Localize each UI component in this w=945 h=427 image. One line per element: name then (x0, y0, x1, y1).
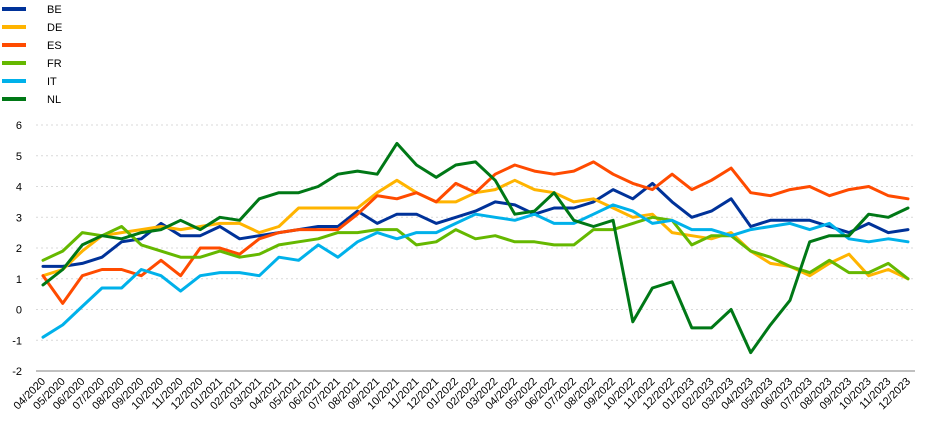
y-tick-label: -1 (12, 335, 22, 347)
x-axis: 04/202005/202006/202007/202008/202009/20… (12, 370, 915, 412)
legend-label-fr: FR (47, 58, 62, 70)
y-tick-label: 0 (16, 305, 22, 317)
y-tick-label: 4 (16, 182, 22, 194)
y-tick-label: -2 (12, 366, 22, 378)
legend-swatch-it (2, 79, 26, 83)
legend-label-it: IT (47, 76, 57, 88)
y-tick-label: 6 (16, 120, 22, 132)
series-line-es (41, 160, 910, 305)
legend-swatch-es (2, 43, 26, 47)
legend-swatch-fr (2, 61, 26, 65)
y-tick-label: 5 (16, 151, 22, 163)
legend-swatch-de (2, 25, 26, 29)
legend-swatch-nl (2, 97, 26, 101)
series-line-be (41, 181, 910, 268)
series-line-nl (41, 141, 910, 355)
series-line-fr (41, 215, 910, 281)
legend-label-be: BE (47, 4, 62, 16)
y-tick-label: 3 (16, 212, 22, 224)
series-line-it (41, 203, 910, 339)
y-axis: -2 -1 0 1 2 3 4 5 6 (12, 120, 22, 378)
legend-label-nl: NL (47, 94, 61, 106)
series-line-de (41, 178, 910, 281)
legend-swatch-be (2, 7, 26, 11)
y-tick-label: 2 (16, 243, 22, 255)
legend-label-es: ES (47, 40, 62, 52)
y-tick-label: 1 (16, 274, 22, 286)
chart-series-lines (41, 141, 910, 355)
legend-label-de: DE (47, 22, 62, 34)
chart-legend: BE DE ES FR IT NL (2, 4, 62, 106)
